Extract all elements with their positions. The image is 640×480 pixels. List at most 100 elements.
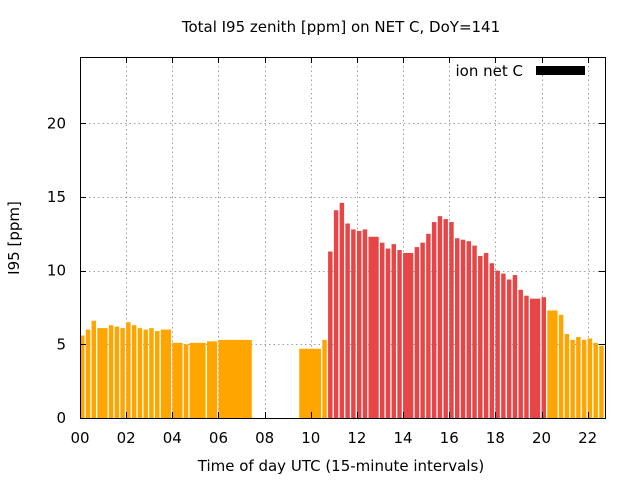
bar: [397, 250, 402, 418]
y-tick-label: 15: [47, 188, 66, 206]
bar: [131, 325, 137, 418]
bar: [362, 229, 368, 418]
bar: [455, 238, 460, 418]
x-tick-label: 14: [394, 429, 413, 447]
bar: [143, 329, 148, 418]
bar: [599, 345, 604, 418]
bar: [403, 252, 410, 418]
plot-frame: [80, 57, 606, 419]
bar: [443, 219, 448, 418]
bar: [495, 270, 500, 418]
bar: [328, 251, 333, 418]
bar: [426, 233, 431, 418]
bar: [553, 310, 558, 418]
bar: [368, 236, 375, 418]
bar: [178, 342, 183, 418]
bar: [420, 242, 425, 418]
bar: [547, 310, 554, 418]
bar: [97, 328, 104, 418]
bar: [305, 348, 312, 418]
bar: [195, 342, 202, 418]
bar: [466, 241, 472, 418]
bar: [449, 222, 454, 418]
bar: [391, 244, 397, 418]
bar: [85, 329, 91, 418]
legend-swatch: [536, 66, 585, 75]
bar: [351, 229, 356, 418]
bar: [247, 339, 252, 418]
y-tick-label: 5: [56, 335, 66, 353]
bar: [478, 255, 483, 418]
bar: [201, 342, 206, 418]
y-tick-label: 0: [56, 409, 66, 427]
bar: [501, 273, 506, 418]
bar: [431, 222, 437, 418]
bar: [374, 236, 379, 418]
bar: [414, 247, 420, 418]
bar: [299, 348, 306, 418]
bar: [235, 339, 242, 418]
bar: [437, 216, 443, 418]
bar: [512, 275, 518, 418]
bar: [333, 210, 339, 418]
bar: [149, 328, 154, 418]
bar: [189, 342, 196, 418]
x-tick-label: 06: [209, 429, 228, 447]
x-tick-labels: 00 02 04 06 08 10 12 14 16 18 20 22: [70, 429, 597, 447]
bar: [581, 339, 587, 418]
bar: [385, 248, 391, 418]
legend: ion net C: [456, 62, 585, 80]
x-tick-label: 08: [255, 429, 274, 447]
bar: [155, 331, 160, 418]
bar: [166, 329, 172, 418]
bar: [212, 341, 218, 418]
bar: [120, 328, 125, 418]
bar: [230, 339, 237, 418]
bar: [541, 297, 547, 418]
x-tick-label: 20: [532, 429, 551, 447]
bar: [160, 329, 167, 418]
x-axis-label: Time of day UTC (15-minute intervals): [197, 457, 484, 475]
bar: [576, 336, 581, 418]
bar: [380, 242, 385, 418]
y-axis-label: I95 [ppm]: [5, 201, 23, 275]
bar: [339, 202, 345, 418]
bar: [224, 339, 231, 418]
bars: [80, 202, 604, 418]
bar: [137, 328, 143, 418]
bar: [524, 295, 529, 418]
bar: [218, 339, 225, 418]
bar: [172, 342, 179, 418]
bar: [593, 342, 598, 418]
bar: [570, 339, 575, 418]
bar: [206, 341, 213, 418]
bar: [460, 239, 466, 418]
bar: [241, 339, 248, 418]
bar: [114, 326, 120, 418]
bar: [587, 338, 593, 418]
bar: [356, 230, 362, 418]
bar: [91, 320, 97, 418]
bar: [322, 339, 327, 418]
bar: [80, 335, 85, 418]
bar: [316, 348, 322, 418]
y-tick-label: 20: [47, 114, 66, 132]
bar: [530, 298, 537, 418]
bar: [108, 325, 114, 418]
y-tick-labels: 0 5 10 15 20: [47, 114, 66, 427]
bar: [483, 252, 489, 418]
x-tick-label: 12: [347, 429, 366, 447]
bar: [472, 245, 477, 418]
bar: [506, 279, 512, 418]
x-tick-label: 10: [301, 429, 320, 447]
bar: [558, 314, 564, 418]
bar: [518, 289, 523, 418]
axis-ticks: [80, 57, 605, 419]
bar: [535, 298, 541, 418]
x-tick-label: 18: [486, 429, 505, 447]
y-tick-label: 10: [47, 262, 66, 280]
bar: [183, 344, 189, 418]
x-tick-label: 04: [163, 429, 182, 447]
bar: [310, 348, 317, 418]
x-tick-label: 22: [578, 429, 597, 447]
